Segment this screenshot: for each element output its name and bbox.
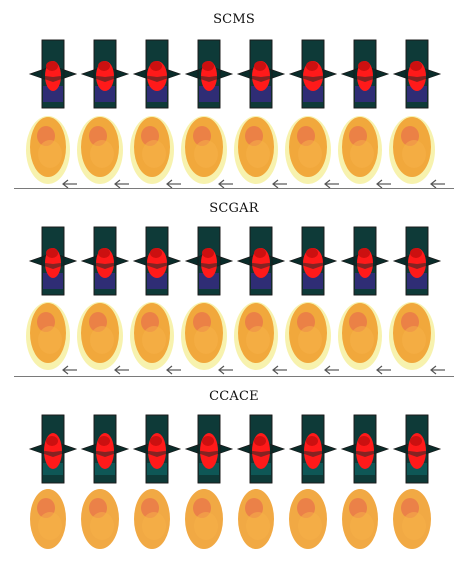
surface-mesh-render [336, 298, 386, 378]
mri-slice-view [236, 223, 286, 303]
left-arrow-icon [322, 174, 340, 189]
mesh-row-scgar [0, 298, 468, 378]
mri-slice-view [392, 36, 442, 116]
mri-slice-view [28, 223, 78, 303]
surface-mesh-render [284, 112, 334, 192]
mri-slice-view [184, 36, 234, 116]
mri-slice-view [80, 36, 130, 116]
left-arrow-icon [112, 360, 130, 375]
mri-slice-view [184, 411, 234, 491]
mri-slice-view [288, 411, 338, 491]
surface-mesh-render [336, 112, 386, 192]
mri-slice-view [392, 223, 442, 303]
mri-slice-view [288, 36, 338, 116]
mri-slice-view [340, 36, 390, 116]
slice-row-scgar [0, 223, 468, 303]
mri-slice-view [28, 36, 78, 116]
mri-slice-view [340, 411, 390, 491]
surface-mesh-render [24, 112, 74, 192]
left-arrow-icon [428, 360, 446, 375]
surface-mesh-render [128, 484, 178, 564]
left-arrow-icon [374, 174, 392, 189]
mri-slice-view [132, 223, 182, 303]
surface-mesh-render [180, 298, 230, 378]
mri-slice-view [236, 36, 286, 116]
panel-divider [14, 376, 454, 377]
left-arrow-icon [60, 360, 78, 375]
mesh-row-ccace [0, 484, 468, 564]
surface-mesh-render [336, 484, 386, 564]
surface-mesh-render [76, 112, 126, 192]
mesh-row-scms [0, 112, 468, 192]
panel-title-ccace: CCACE [209, 389, 259, 404]
left-arrow-icon [428, 174, 446, 189]
panel-divider [14, 188, 454, 189]
surface-mesh-render [232, 298, 282, 378]
panel-title-scms: SCMS [213, 12, 255, 27]
mri-slice-view [184, 223, 234, 303]
mri-slice-view [80, 411, 130, 491]
left-arrow-icon [164, 360, 182, 375]
slice-row-scms [0, 36, 468, 116]
surface-mesh-render [388, 484, 438, 564]
surface-mesh-render [232, 484, 282, 564]
mri-slice-view [236, 411, 286, 491]
mri-slice-view [132, 411, 182, 491]
surface-mesh-render [76, 298, 126, 378]
left-arrow-icon [322, 360, 340, 375]
left-arrow-icon [270, 360, 288, 375]
left-arrow-icon [164, 174, 182, 189]
mri-slice-view [132, 36, 182, 116]
mri-slice-view [80, 223, 130, 303]
surface-mesh-render [284, 298, 334, 378]
mri-slice-view [28, 411, 78, 491]
surface-mesh-render [24, 298, 74, 378]
surface-mesh-render [24, 484, 74, 564]
left-arrow-icon [216, 174, 234, 189]
surface-mesh-render [180, 112, 230, 192]
surface-mesh-render [76, 484, 126, 564]
left-arrow-icon [374, 360, 392, 375]
left-arrow-icon [112, 174, 130, 189]
surface-mesh-render [180, 484, 230, 564]
surface-mesh-render [128, 112, 178, 192]
mri-slice-view [288, 223, 338, 303]
left-arrow-icon [216, 360, 234, 375]
panel-title-scgar: SCGAR [209, 201, 259, 216]
surface-mesh-render [232, 112, 282, 192]
mri-slice-view [340, 223, 390, 303]
left-arrow-icon [270, 174, 288, 189]
left-arrow-icon [60, 174, 78, 189]
mri-slice-view [392, 411, 442, 491]
surface-mesh-render [388, 298, 438, 378]
slice-row-ccace [0, 411, 468, 491]
surface-mesh-render [128, 298, 178, 378]
surface-mesh-render [388, 112, 438, 192]
surface-mesh-render [284, 484, 334, 564]
